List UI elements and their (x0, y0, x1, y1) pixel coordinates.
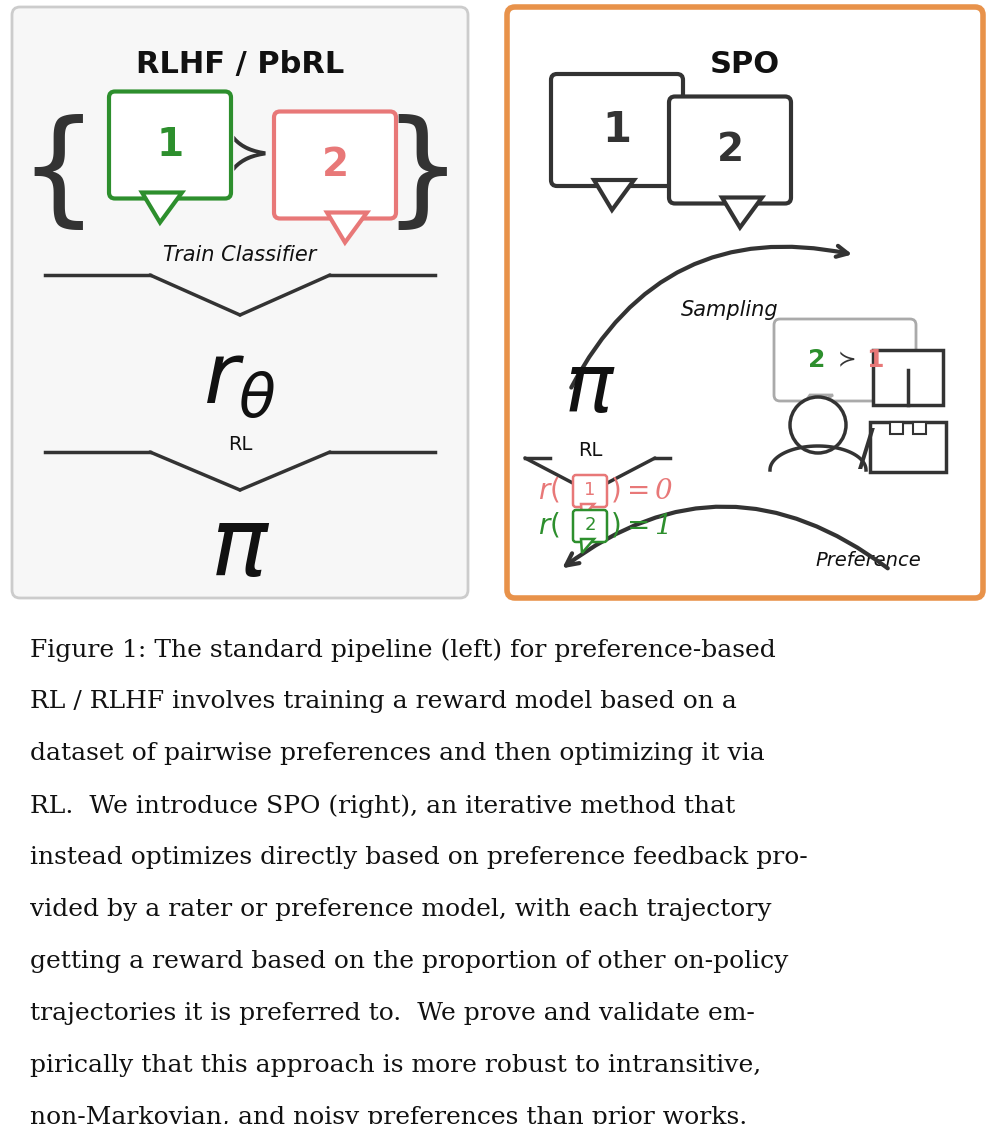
FancyArrowPatch shape (566, 507, 888, 569)
Text: ≻: ≻ (838, 350, 856, 370)
Text: $r_\theta$: $r_\theta$ (203, 338, 277, 422)
Text: RL / RLHF involves training a reward model based on a: RL / RLHF involves training a reward mod… (30, 690, 737, 713)
Text: RLHF / PbRL: RLHF / PbRL (136, 49, 344, 79)
FancyBboxPatch shape (507, 7, 983, 598)
Text: 2: 2 (808, 348, 826, 372)
Bar (890, 422, 903, 434)
Text: ≻: ≻ (229, 132, 271, 179)
Text: 1: 1 (156, 126, 184, 164)
Polygon shape (327, 212, 367, 243)
FancyBboxPatch shape (573, 475, 607, 507)
Text: vided by a rater or preference model, with each trajectory: vided by a rater or preference model, wi… (30, 898, 772, 921)
Polygon shape (722, 198, 762, 227)
Text: RL: RL (578, 441, 602, 460)
FancyBboxPatch shape (109, 91, 231, 199)
Polygon shape (790, 395, 833, 423)
Text: dataset of pairwise preferences and then optimizing it via: dataset of pairwise preferences and then… (30, 742, 765, 765)
Text: {: { (18, 115, 98, 236)
Text: $) = $0: $) = $0 (610, 475, 674, 505)
Polygon shape (594, 180, 634, 210)
Text: $\pi$: $\pi$ (210, 505, 270, 595)
Text: pirically that this approach is more robust to intransitive,: pirically that this approach is more rob… (30, 1054, 761, 1077)
Text: $\pi$: $\pi$ (564, 351, 616, 429)
Text: RL: RL (228, 435, 252, 454)
Polygon shape (581, 540, 594, 553)
Text: 2: 2 (321, 146, 349, 184)
Text: non-Markovian, and noisy preferences than prior works.: non-Markovian, and noisy preferences tha… (30, 1106, 747, 1124)
Text: /: / (858, 426, 874, 474)
Polygon shape (581, 504, 594, 518)
Text: $r($: $r($ (538, 510, 560, 540)
Bar (870, 422, 946, 472)
FancyBboxPatch shape (669, 97, 791, 203)
Text: 2: 2 (716, 132, 744, 169)
FancyBboxPatch shape (551, 74, 683, 185)
Text: Preference: Preference (815, 551, 921, 570)
Text: getting a reward based on the proportion of other on-policy: getting a reward based on the proportion… (30, 950, 788, 973)
Text: RL.  We introduce SPO (right), an iterative method that: RL. We introduce SPO (right), an iterati… (30, 794, 735, 817)
Text: 1: 1 (584, 481, 596, 499)
FancyBboxPatch shape (274, 111, 396, 218)
Text: Sampling: Sampling (681, 300, 779, 320)
Text: 2: 2 (584, 516, 596, 534)
Text: SPO: SPO (710, 49, 780, 79)
Polygon shape (142, 192, 182, 223)
Text: 1: 1 (602, 109, 632, 151)
Circle shape (790, 397, 846, 453)
FancyBboxPatch shape (873, 350, 943, 405)
Text: $r($: $r($ (538, 475, 560, 505)
Text: $) = $1: $) = $1 (610, 510, 669, 540)
FancyBboxPatch shape (573, 510, 607, 542)
Text: Train Classifier: Train Classifier (163, 245, 317, 265)
Text: trajectories it is preferred to.  We prove and validate em-: trajectories it is preferred to. We prov… (30, 1001, 755, 1025)
Text: 1: 1 (866, 348, 884, 372)
Text: instead optimizes directly based on preference feedback pro-: instead optimizes directly based on pref… (30, 846, 808, 869)
Text: }: } (382, 115, 462, 236)
FancyArrowPatch shape (571, 246, 848, 388)
FancyBboxPatch shape (12, 7, 468, 598)
FancyBboxPatch shape (774, 319, 916, 401)
Text: Figure 1: The standard pipeline (left) for preference-based: Figure 1: The standard pipeline (left) f… (30, 638, 776, 662)
Bar (913, 422, 926, 434)
